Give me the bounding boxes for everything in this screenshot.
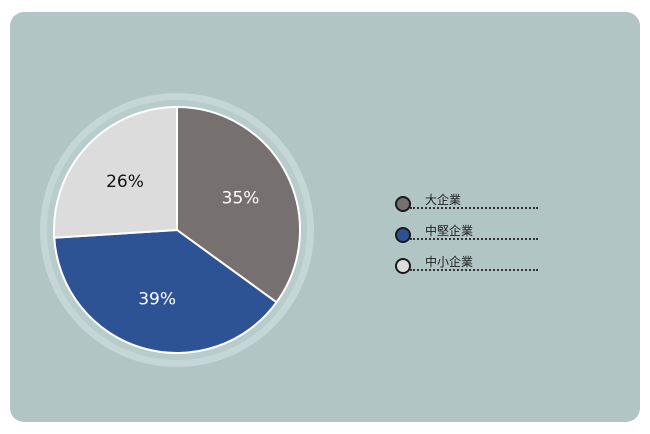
legend-dotted-line [410,207,538,209]
legend-item: 大企業 [392,193,542,217]
slice-data-label: 26% [106,172,144,192]
legend-item: 中堅企業 [392,224,542,248]
legend-label: 中小企業 [425,255,474,269]
pie-slice [176,105,301,304]
slice-data-label: 39% [138,290,176,310]
pie-slice [53,228,278,354]
legend-label: 中堅企業 [425,224,474,238]
legend-swatch [395,196,411,212]
pie-slice [53,105,178,239]
legend-swatch [395,258,411,274]
legend-dotted-line [410,269,538,271]
legend-dotted-line [410,238,538,240]
legend-item: 中小企業 [392,255,542,279]
legend-swatch [395,227,411,243]
slice-data-label: 35% [222,189,260,209]
legend-label: 大企業 [425,193,462,207]
